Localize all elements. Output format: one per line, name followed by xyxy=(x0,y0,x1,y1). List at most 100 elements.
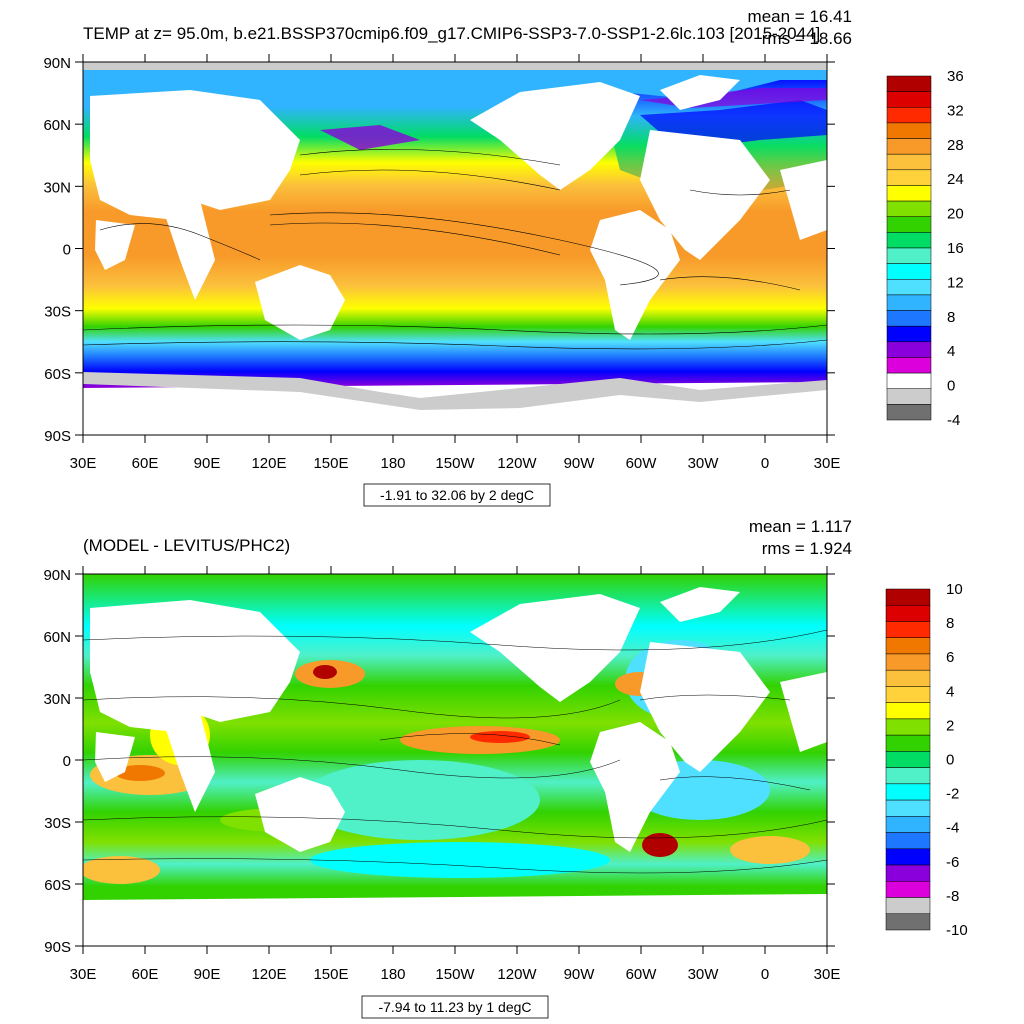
top-y-tick-label: 30N xyxy=(43,179,71,196)
bottom-colorbar-label: 8 xyxy=(946,615,954,632)
top-y-tick-label: 60N xyxy=(43,117,71,134)
top-colorbar: 36 32 28 24 20 16 12 8 4 0 -4 xyxy=(886,68,964,429)
top-colorbar-label: 16 xyxy=(947,240,964,257)
bottom-colorbar-label: -4 xyxy=(946,820,959,837)
bottom-y-tick-label: 0 xyxy=(63,753,71,770)
bottom-y-tick-label: 30S xyxy=(44,815,71,832)
bottom-range-label: -7.94 to 11.23 by 1 degC xyxy=(378,999,531,1015)
bottom-x-tick-label: 0 xyxy=(761,966,769,983)
bottom-colorbar-label: 0 xyxy=(946,752,954,769)
top-rms: rms = 18.66 xyxy=(762,29,852,48)
bottom-colorbar-label: -8 xyxy=(946,888,959,905)
top-x-tick-label: 120E xyxy=(251,455,286,472)
top-y-tick-label: 0 xyxy=(63,242,71,259)
top-colorbar-label: 28 xyxy=(947,137,964,154)
bottom-x-tick-label: 30W xyxy=(688,966,720,983)
bottom-range-box xyxy=(361,995,549,1019)
top-mean: mean = 16.41 xyxy=(748,7,852,26)
top-colorbar-swatch xyxy=(886,310,932,327)
bottom-mean: mean = 1.117 xyxy=(749,517,852,536)
bottom-colorbar-swatch xyxy=(885,669,931,687)
top-colorbar-swatch xyxy=(886,388,932,405)
top-colorbar-label: 24 xyxy=(947,171,964,188)
bottom-x-tick-label: 120E xyxy=(251,966,286,983)
bottom-x-tick-label: 60W xyxy=(626,966,658,983)
top-x-tick-label: 0 xyxy=(761,455,769,472)
top-range-label: -1.91 to 32.06 by 2 degC xyxy=(380,487,534,503)
top-colorbar-label: 12 xyxy=(947,274,964,291)
top-map xyxy=(83,62,827,435)
bottom-land xyxy=(83,587,827,946)
top-colorbar-swatch xyxy=(886,294,932,311)
bottom-colorbar-swatch xyxy=(885,637,931,655)
top-colorbar-swatch xyxy=(886,232,932,249)
top-x-tick-label: 30W xyxy=(688,455,720,472)
bottom-x-tick-label: 90W xyxy=(564,966,596,983)
bottom-rms: rms = 1.924 xyxy=(762,539,852,558)
top-x-axis: 30E 60E 90E 120E 150E 180 150W 120W 90W 60W 30W 0 30… xyxy=(70,54,841,472)
bottom-colorbar-swatch xyxy=(885,653,931,671)
top-colorbar-swatch xyxy=(886,404,932,421)
bottom-title: (MODEL - LEVITUS/PHC2) xyxy=(83,536,290,555)
bottom-colorbar: 10 8 6 4 2 0 -2 -4 -6 -8 -10 xyxy=(885,581,968,939)
top-colorbar-label: 4 xyxy=(947,343,955,360)
top-colorbar-swatch xyxy=(886,91,932,108)
bottom-map xyxy=(83,574,827,946)
bottom-colorbar-label: -6 xyxy=(946,854,959,871)
bottom-colorbar-label: 4 xyxy=(946,683,954,700)
bottom-colorbar-swatch xyxy=(885,751,931,768)
bottom-colorbar-label: -10 xyxy=(946,922,968,939)
bottom-colorbar-swatch xyxy=(885,799,931,817)
top-colorbar-swatch xyxy=(886,122,932,139)
bottom-x-tick-label: 90E xyxy=(194,966,221,983)
top-y-tick-label: 30S xyxy=(44,304,71,321)
top-x-tick-label: 30E xyxy=(814,455,841,472)
top-land xyxy=(83,62,827,340)
top-title: TEMP at z= 95.0m, b.e21.BSSP370cmip6.f09… xyxy=(83,24,820,43)
bottom-y-tick-label: 90N xyxy=(43,567,71,584)
top-y-axis: 90N 60N 30N 0 30S 60S 90S xyxy=(43,55,835,445)
top-colorbar-swatch xyxy=(886,153,932,171)
top-colorbar-swatch xyxy=(886,107,932,124)
bottom-y-axis: 90N 60N 30N 0 30S 60S 90S xyxy=(43,567,835,956)
top-x-tick-label: 120W xyxy=(497,455,537,472)
bottom-colorbar-swatch xyxy=(885,734,931,752)
bottom-colorbar-swatch xyxy=(885,621,931,638)
bottom-x-tick-label: 150E xyxy=(313,966,348,983)
top-colorbar-swatch xyxy=(886,216,932,233)
bottom-x-tick-label: 120W xyxy=(497,966,537,983)
bottom-x-tick-label: 180 xyxy=(380,966,405,983)
top-colorbar-swatch xyxy=(886,263,932,280)
bottom-colorbar-swatch xyxy=(885,864,931,882)
bottom-x-tick-label: 150W xyxy=(435,966,475,983)
top-colorbar-swatch xyxy=(886,185,932,202)
bottom-colorbar-swatch xyxy=(885,848,931,866)
top-colorbar-swatch xyxy=(886,279,932,296)
top-x-tick-label: 60W xyxy=(626,455,658,472)
bottom-colorbar-swatch xyxy=(885,686,931,703)
bottom-colorbar-swatch xyxy=(885,913,931,931)
top-y-tick-label: 90N xyxy=(43,55,71,72)
top-colorbar-swatch xyxy=(886,341,932,358)
bottom-colorbar-swatch xyxy=(885,832,931,850)
bottom-colorbar-swatch xyxy=(885,718,931,736)
top-colorbar-swatch xyxy=(886,200,932,217)
top-y-tick-label: 60S xyxy=(44,366,71,383)
top-colorbar-label: 36 xyxy=(947,68,964,85)
top-x-tick-label: 60E xyxy=(132,455,159,472)
top-x-tick-label: 150E xyxy=(313,455,348,472)
top-range-box xyxy=(363,483,551,507)
top-colorbar-swatch xyxy=(886,75,932,92)
top-x-tick-label: 30E xyxy=(70,455,97,472)
top-x-tick-label: 90W xyxy=(564,455,596,472)
bottom-colorbar-swatch xyxy=(885,767,931,785)
bottom-colorbar-swatch xyxy=(885,897,931,915)
top-colorbar-label: 8 xyxy=(947,309,955,326)
top-colorbar-swatch xyxy=(886,372,932,389)
bottom-colorbar-label: 10 xyxy=(946,581,963,598)
top-colorbar-swatch xyxy=(886,169,932,186)
top-colorbar-swatch xyxy=(886,357,932,374)
top-panel: TEMP at z= 95.0m, b.e21.BSSP370cmip6.f09… xyxy=(43,7,964,507)
top-colorbar-swatch xyxy=(886,138,932,155)
